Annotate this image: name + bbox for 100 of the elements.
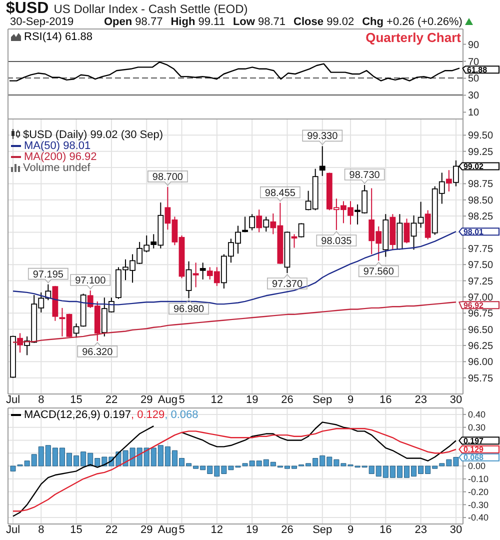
annotation: 97.370 — [272, 279, 303, 290]
data-label: 98.01 — [463, 227, 484, 236]
x-tick-label: 26 — [281, 394, 294, 406]
x-tick-label: 22 — [105, 394, 118, 406]
y-tick-label: 30 — [468, 90, 480, 102]
annotation: 97.100 — [75, 275, 106, 286]
data-label: 0.197 — [463, 436, 484, 446]
x-tick-label: Sep — [312, 524, 332, 536]
x-tick-label: 15 — [70, 524, 82, 536]
candlestick — [453, 160, 459, 187]
data-label: 0.129 — [463, 445, 484, 454]
y-tick-label: 98.50 — [468, 195, 494, 206]
y-tick-label: 95.75 — [468, 373, 494, 384]
annotation: 97.195 — [32, 269, 64, 280]
y-tick-label: 97.25 — [468, 276, 494, 288]
legend-label: MACD(12,26,9) 0.197 — [24, 409, 131, 421]
y-tick-label: 97.75 — [468, 244, 494, 255]
y-tick-label: -0.20 — [468, 486, 489, 497]
x-tick-label: Jul — [6, 524, 20, 536]
y-tick-label: 97.50 — [468, 260, 494, 272]
x-tick-label: 19 — [246, 394, 258, 406]
data-label: 61.88 — [467, 65, 488, 74]
x-tick-label: 22 — [105, 524, 118, 536]
annotation: 97.560 — [363, 266, 394, 278]
annotation: 96.320 — [82, 346, 114, 358]
candlestick — [298, 222, 304, 238]
x-tick-label: 5 — [178, 524, 185, 536]
text: Close 99.02 — [294, 16, 354, 28]
candlestick — [242, 216, 248, 233]
text: 30-Sep-2019 — [10, 16, 74, 28]
y-tick-label: 96.25 — [468, 340, 494, 352]
y-tick-label: -0.30 — [468, 500, 489, 510]
y-tick-label: 0.40 — [468, 410, 486, 420]
y-tick-label: 0.00 — [468, 461, 486, 472]
x-tick-label: 9 — [347, 394, 354, 406]
y-tick-label: 99.25 — [468, 146, 494, 158]
candlestick — [319, 146, 326, 176]
y-tick-label: 96.75 — [468, 308, 494, 320]
candlestick — [249, 214, 256, 231]
y-tick-label: 90 — [468, 40, 480, 51]
y-tick-label: -0.40 — [468, 512, 489, 523]
text: 0.068 — [463, 453, 484, 462]
candlestick — [186, 260, 192, 299]
text: 99.02 — [463, 162, 484, 172]
x-tick-label: 9 — [347, 524, 354, 536]
x-tick-label: 5 — [178, 394, 185, 406]
candlestick — [404, 218, 410, 244]
y-tick-label: 98.25 — [468, 212, 494, 223]
candlestick — [256, 209, 262, 233]
legend-title: $USD (Daily) 99.02 (30 Sep) — [23, 129, 164, 141]
y-tick-label: 97.00 — [468, 292, 494, 304]
y-tick-label: 99.50 — [468, 130, 494, 142]
legend-label: MA(200) 96.92 — [24, 151, 97, 163]
chart-subtitle: US Dollar Index - Cash Settle (EOD) — [54, 2, 248, 16]
data-label: 96.92 — [463, 300, 484, 310]
x-tick-label: 12 — [210, 524, 224, 536]
y-tick-label: 10 — [468, 108, 480, 119]
text: Low 98.71 — [232, 16, 286, 28]
annotation: Quarterly Chart — [366, 30, 461, 45]
x-tick-label: 30 — [450, 524, 462, 536]
x-tick-label: 19 — [246, 524, 258, 536]
candlestick — [263, 216, 270, 232]
annotation: 98.730 — [349, 170, 380, 181]
x-tick-label: 8 — [38, 394, 44, 406]
x-tick-label: 29 — [140, 394, 153, 406]
x-tick-label: 8 — [38, 524, 44, 536]
y-tick-label: 50 — [468, 74, 480, 85]
text: , 0.068 — [164, 409, 198, 421]
annotation: 96.980 — [174, 304, 205, 316]
y-tick-label: 98.75 — [468, 179, 494, 190]
text: Open 98.77 — [104, 16, 163, 28]
annotation: 98.455 — [264, 188, 296, 199]
y-tick-label: 96.50 — [468, 324, 494, 336]
x-tick-label: 12 — [210, 394, 224, 406]
annotation: 98.035 — [321, 236, 352, 247]
text: RSI(14) 61.88 — [24, 31, 92, 43]
annotation: Volume undef — [23, 162, 90, 174]
annotation: 99.330 — [307, 131, 338, 142]
x-tick-label: 16 — [380, 394, 392, 406]
chart-title: $USD — [6, 0, 49, 17]
candlestick — [192, 262, 199, 288]
x-tick-label: 29 — [140, 524, 153, 536]
x-tick-label: 23 — [414, 394, 427, 406]
text: High 99.11 — [170, 16, 225, 28]
x-tick-label: 23 — [414, 524, 427, 536]
x-tick-label: 16 — [380, 524, 392, 536]
x-tick-label: Aug — [158, 524, 178, 536]
line-series — [8, 62, 460, 82]
x-tick-label: 30 — [450, 394, 462, 406]
y-tick-label: 70 — [468, 56, 480, 68]
text: Chg +0.26 (+0.26%) — [362, 16, 462, 28]
legend-label: MA(50) 98.01 — [24, 140, 91, 152]
candlestick — [291, 234, 298, 248]
series-label: , 0.129 — [131, 409, 165, 421]
candlestick — [73, 322, 80, 338]
y-tick-label: 0.30 — [468, 422, 486, 432]
annotation: 98.700 — [152, 172, 184, 183]
candlestick — [446, 170, 452, 192]
candlestick — [200, 262, 206, 280]
x-tick-label: Jul — [6, 394, 20, 406]
